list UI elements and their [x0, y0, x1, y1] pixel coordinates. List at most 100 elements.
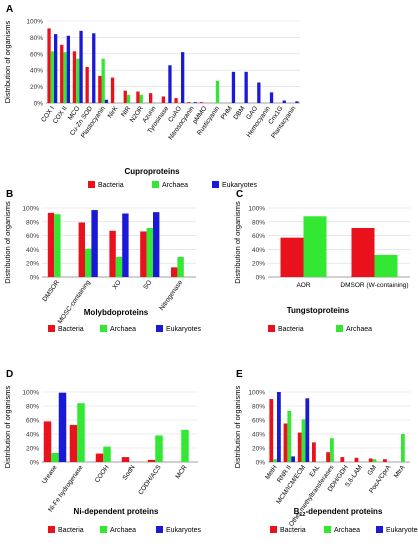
bar-bacteria [110, 77, 115, 103]
bar-bacteria [199, 102, 204, 103]
x-tick-label: PHM [220, 105, 234, 121]
x-tick-label: XO [112, 279, 123, 291]
y-axis-label: Distribution of organisms [3, 385, 12, 468]
y-tick-label: 0% [30, 460, 40, 467]
bar-archaea [287, 410, 292, 462]
x-axis-label: Tungstoproteins [287, 306, 350, 315]
y-tick-label: 60% [252, 418, 265, 425]
bar-archaea [85, 248, 92, 277]
legend-label: Bacteria [58, 326, 84, 333]
bar-archaea [101, 58, 105, 103]
x-tick-label: SodN [122, 464, 137, 482]
x-tick-label: AOR [296, 282, 310, 289]
bar-bacteria [109, 230, 116, 277]
legend-swatch [336, 325, 343, 332]
bar-bacteria [174, 98, 178, 103]
legend-label: Eukaryotes [166, 527, 202, 534]
bar-bacteria [69, 424, 78, 462]
bar-eukaryotes [66, 35, 70, 104]
bar-eukaryotes [269, 92, 274, 103]
x-tick-label: COOH [94, 464, 111, 484]
bar-archaea [155, 435, 163, 462]
y-tick-label: 80% [26, 219, 39, 226]
bar-bacteria [98, 75, 102, 103]
x-tick-label: DBM [232, 105, 246, 121]
x-tick-label: DMSOR [41, 279, 61, 303]
bar-archaea [126, 94, 131, 103]
bar-bacteria [123, 90, 127, 103]
x-axis-label: B12-dependent proteins [294, 507, 383, 518]
panel-c: C 0% 20% 40% 60% 80% 100% Distribution of organ… [233, 189, 410, 333]
legend-swatch [100, 526, 107, 533]
legend-label: Archaea [110, 326, 136, 333]
bar-bacteria [60, 44, 64, 103]
y-tick-label: 20% [30, 84, 43, 91]
y-tick-label: 80% [252, 219, 265, 226]
legend-swatch [270, 526, 277, 533]
bar-eukaryotes [257, 82, 261, 103]
legend-label: Bacteria [280, 527, 306, 534]
bar-eukaryotes [104, 99, 109, 103]
y-tick-label: 60% [26, 418, 39, 425]
bar-bacteria [280, 237, 304, 277]
bar-bacteria [72, 51, 77, 103]
legend-label: Archaea [110, 527, 136, 534]
panel-letter: E [236, 369, 243, 380]
legend-swatch [152, 181, 159, 188]
bar-eukaryotes [295, 101, 299, 103]
y-tick-label: 80% [26, 404, 39, 411]
panel-b: B 0% 20% 40% 60% 80% 100% Distribution of organ… [3, 189, 202, 333]
y-tick-label: 100% [22, 390, 39, 397]
legend-swatch [268, 325, 275, 332]
bar-bacteria [47, 212, 55, 277]
bar-archaea [273, 459, 277, 462]
bar-archaea [401, 434, 405, 462]
bar-eukaryotes [58, 392, 67, 462]
x-axis-label: Molybdoproteins [84, 308, 149, 317]
panel-d: D 0% 20% 40% 60% 80% 100% Distribution of organ… [3, 369, 202, 534]
bar-bacteria [312, 442, 316, 462]
y-tick-label: 80% [30, 35, 43, 42]
x-tick-label: DMSOR (W-containing) [340, 282, 408, 289]
legend-swatch [48, 526, 55, 533]
y-tick-label: 40% [26, 432, 39, 439]
y-tick-label: 20% [26, 446, 39, 453]
bar-archaea [215, 80, 220, 103]
bar-bacteria [326, 452, 330, 462]
legend-label: Archaea [162, 182, 188, 189]
bar-archaea [63, 52, 67, 103]
bar-eukaryotes [122, 213, 129, 277]
y-axis-label: Distribution of organisms [3, 201, 12, 284]
y-tick-label: 40% [252, 247, 265, 254]
bar-archaea [374, 254, 398, 277]
bar-archaea [301, 419, 306, 462]
y-tick-label: 100% [248, 390, 265, 397]
bar-bacteria [121, 457, 130, 462]
bar-eukaryotes [92, 33, 96, 103]
legend-swatch [100, 325, 107, 332]
bar-eukaryotes [193, 102, 197, 103]
bar-eukaryotes [168, 65, 172, 103]
bar-bacteria [47, 28, 51, 104]
bar-eukaryotes [153, 212, 160, 277]
legend-label: Eukaryotes [386, 527, 418, 534]
x-tick-label: NirK [107, 105, 120, 120]
bar-archaea [103, 446, 111, 462]
legend-label: Archaea [334, 527, 360, 534]
x-tick-label: Urease [41, 464, 59, 485]
x-tick-label: GM [366, 464, 378, 477]
bar-archaea [372, 459, 377, 462]
legend-label: Bacteria [98, 182, 124, 189]
x-tick-label: SO [142, 279, 153, 291]
y-tick-label: 80% [252, 404, 265, 411]
x-tick-label: Nitrogenase [158, 279, 184, 312]
bar-bacteria [171, 267, 178, 277]
y-tick-label: 40% [252, 432, 265, 439]
bar-archaea [303, 216, 327, 277]
bar-eukaryotes [282, 100, 286, 103]
y-axis-label: Distribution of organisms [233, 201, 242, 284]
bar-bacteria [149, 93, 153, 103]
legend-swatch [156, 526, 163, 533]
legend-label: Bacteria [58, 527, 84, 534]
x-axis-label: Cuproproteins [124, 167, 180, 176]
